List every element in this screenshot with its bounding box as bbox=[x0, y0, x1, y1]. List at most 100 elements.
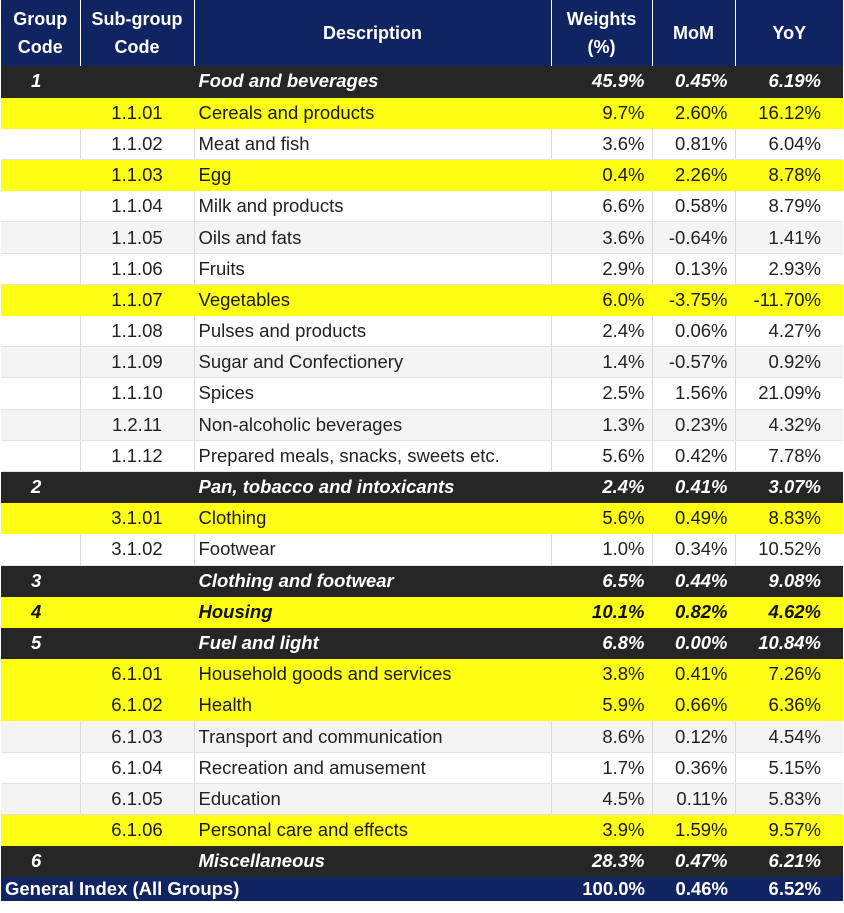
group-code-cell bbox=[1, 720, 81, 753]
group-code-cell bbox=[1, 502, 81, 535]
mom-cell: 1.56% bbox=[652, 377, 736, 410]
mom-cell: 2.26% bbox=[652, 159, 736, 192]
group-row: 6 Miscellaneous 28.3% 0.47% 6.21% bbox=[1, 845, 843, 878]
table-row: 1.1.06 Fruits 2.9% 0.13% 2.93% bbox=[1, 253, 843, 285]
group-code-cell bbox=[1, 221, 81, 254]
header-group-code: Group Code bbox=[1, 0, 81, 66]
yoy-cell: 6.21% bbox=[735, 845, 843, 878]
weight-cell: 2.9% bbox=[551, 253, 653, 285]
subgroup-code-cell: 1.1.10 bbox=[80, 377, 195, 410]
group-code-cell bbox=[1, 284, 81, 317]
yoy-cell: 1.41% bbox=[735, 221, 843, 254]
subgroup-code-cell bbox=[80, 596, 195, 628]
description-cell: Fuel and light bbox=[194, 627, 552, 660]
weight-cell: 1.0% bbox=[551, 533, 653, 566]
weight-cell: 8.6% bbox=[551, 720, 653, 753]
mom-cell: 0.36% bbox=[652, 752, 736, 784]
yoy-cell: 8.79% bbox=[735, 190, 843, 223]
weight-cell: 4.5% bbox=[551, 783, 653, 816]
group-code-cell: 3 bbox=[1, 565, 81, 597]
yoy-cell: 0.92% bbox=[735, 346, 843, 379]
yoy-cell: 8.78% bbox=[735, 159, 843, 192]
group-code-cell bbox=[1, 783, 81, 816]
description-cell: Food and beverages bbox=[194, 66, 552, 98]
subgroup-code-cell: 6.1.04 bbox=[80, 752, 195, 784]
mom-cell: -0.57% bbox=[652, 346, 736, 379]
table-row: 1.1.01 Cereals and products 9.7% 2.60% 16.12… bbox=[1, 97, 843, 129]
description-cell: Pulses and products bbox=[194, 315, 552, 348]
weight-cell: 5.6% bbox=[551, 440, 653, 472]
description-cell: Oils and fats bbox=[194, 221, 552, 254]
table-row: 6.1.03 Transport and communication 8.6% 0.1… bbox=[1, 720, 843, 753]
group-code-cell: 2 bbox=[1, 471, 81, 504]
yoy-cell: 5.15% bbox=[735, 752, 843, 784]
group-code-cell bbox=[1, 159, 81, 192]
header-description: Description bbox=[194, 0, 552, 66]
table-row: 1.1.12 Prepared meals, snacks, sweets etc… bbox=[1, 440, 843, 472]
mom-cell: 1.59% bbox=[652, 814, 736, 847]
mom-cell: 0.41% bbox=[652, 658, 736, 691]
description-cell: Transport and communication bbox=[194, 720, 552, 753]
description-cell: Sugar and Confectionery bbox=[194, 346, 552, 379]
subgroup-code-cell: 6.1.02 bbox=[80, 689, 195, 722]
general-index-label: General Index (All Groups) bbox=[1, 876, 551, 902]
group-code-cell bbox=[1, 658, 81, 691]
description-cell: Fruits bbox=[194, 253, 552, 285]
subgroup-code-cell: 1.1.03 bbox=[80, 159, 195, 192]
weight-cell: 5.9% bbox=[551, 689, 653, 722]
subgroup-code-cell: 6.1.06 bbox=[80, 814, 195, 847]
mom-cell: -3.75% bbox=[652, 284, 736, 317]
group-code-cell bbox=[1, 128, 81, 161]
yoy-cell: 2.93% bbox=[735, 253, 843, 285]
description-cell: Egg bbox=[194, 159, 552, 192]
group-code-cell bbox=[1, 315, 81, 348]
header-weights: Weights (%) bbox=[551, 0, 653, 66]
yoy-cell: 7.26% bbox=[735, 658, 843, 691]
group-row: 4 Housing 10.1% 0.82% 4.62% bbox=[1, 596, 843, 628]
subgroup-code-cell: 1.1.12 bbox=[80, 440, 195, 472]
subgroup-code-cell: 1.1.07 bbox=[80, 284, 195, 317]
group-code-cell bbox=[1, 689, 81, 722]
mom-cell: 0.45% bbox=[652, 66, 736, 98]
table-body: 1 Food and beverages 45.9% 0.45% 6.19% 1.1.01… bbox=[1, 66, 843, 878]
yoy-cell: 4.62% bbox=[735, 596, 843, 628]
mom-cell: 0.11% bbox=[652, 783, 736, 816]
yoy-cell: 4.54% bbox=[735, 720, 843, 753]
description-cell: Meat and fish bbox=[194, 128, 552, 161]
yoy-cell: 4.32% bbox=[735, 409, 843, 441]
subgroup-code-cell bbox=[80, 565, 195, 597]
weight-cell: 6.8% bbox=[551, 627, 653, 660]
mom-cell: 0.82% bbox=[652, 596, 736, 628]
description-cell: Pan, tobacco and intoxicants bbox=[194, 471, 552, 504]
group-code-cell bbox=[1, 346, 81, 379]
table-row: 6.1.06 Personal care and effects 3.9% 1.59%… bbox=[1, 814, 843, 847]
yoy-cell: 9.08% bbox=[735, 565, 843, 597]
subgroup-code-cell: 1.1.01 bbox=[80, 97, 195, 129]
general-index-row: General Index (All Groups) 100.0% 0.46% … bbox=[1, 876, 843, 902]
weight-cell: 6.0% bbox=[551, 284, 653, 317]
weight-cell: 1.4% bbox=[551, 346, 653, 379]
weight-cell: 1.3% bbox=[551, 409, 653, 441]
table-row: 1.1.07 Vegetables 6.0% -3.75% -11.70% bbox=[1, 284, 843, 317]
table-row: 1.1.03 Egg 0.4% 2.26% 8.78% bbox=[1, 159, 843, 192]
description-cell: Footwear bbox=[194, 533, 552, 566]
subgroup-code-cell: 1.1.04 bbox=[80, 190, 195, 223]
subgroup-code-cell: 1.1.06 bbox=[80, 253, 195, 285]
mom-cell: 0.47% bbox=[652, 845, 736, 878]
weight-cell: 2.4% bbox=[551, 471, 653, 504]
subgroup-code-cell: 1.1.09 bbox=[80, 346, 195, 379]
mom-cell: -0.64% bbox=[652, 221, 736, 254]
subgroup-code-cell: 3.1.02 bbox=[80, 533, 195, 566]
group-row: 5 Fuel and light 6.8% 0.00% 10.84% bbox=[1, 627, 843, 660]
description-cell: Housing bbox=[194, 596, 552, 628]
subgroup-code-cell: 1.1.05 bbox=[80, 221, 195, 254]
description-cell: Education bbox=[194, 783, 552, 816]
weight-cell: 2.5% bbox=[551, 377, 653, 410]
subgroup-code-cell: 6.1.05 bbox=[80, 783, 195, 816]
table-row: 3.1.02 Footwear 1.0% 0.34% 10.52% bbox=[1, 533, 843, 566]
subgroup-code-cell: 1.2.11 bbox=[80, 409, 195, 441]
description-cell: Household goods and services bbox=[194, 658, 552, 691]
table-row: 6.1.02 Health 5.9% 0.66% 6.36% bbox=[1, 689, 843, 722]
weight-cell: 6.5% bbox=[551, 565, 653, 597]
